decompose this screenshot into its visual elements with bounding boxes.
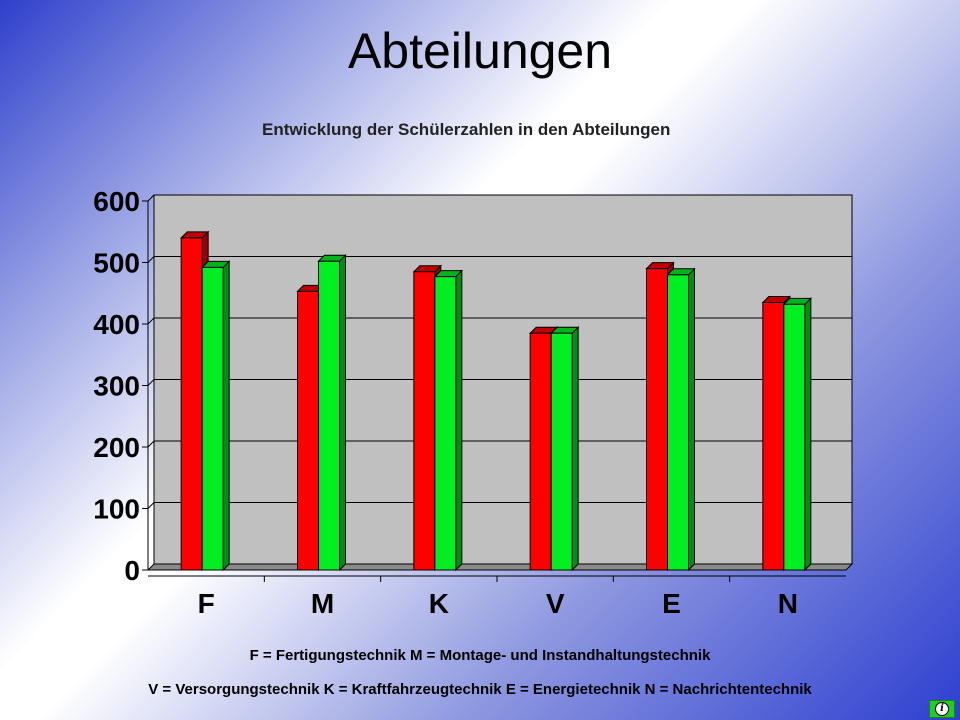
- info-icon: i: [935, 702, 949, 716]
- y-tick-label: 300: [93, 371, 140, 402]
- x-tick-label: V: [546, 588, 565, 619]
- bar-front: [297, 290, 319, 571]
- bar-front: [434, 276, 457, 571]
- gridline-depth: [147, 440, 155, 448]
- chart-title: Entwicklung der Schülerzahlen in den Abt…: [262, 120, 671, 139]
- legend-line-1: F = Fertigungstechnik M = Montage- und I…: [249, 647, 711, 664]
- bar-E-series-2: [666, 267, 696, 572]
- bar-V-series-2: [549, 326, 580, 572]
- bar-M-series-2: [317, 254, 347, 572]
- plot-floor: [146, 563, 854, 571]
- page-title: Abteilungen: [347, 23, 613, 79]
- bar-side: [688, 267, 695, 572]
- bar-front: [646, 268, 668, 571]
- bar-side: [804, 297, 812, 572]
- y-tick-label: 400: [93, 309, 140, 340]
- gridline-depth: [147, 194, 155, 202]
- bar-front: [550, 332, 573, 571]
- bar-K-series-2: [433, 269, 464, 572]
- gridline-depth: [147, 317, 155, 325]
- bar-side: [455, 269, 463, 572]
- y-tick-label: 600: [93, 186, 140, 217]
- bar-front: [783, 303, 806, 571]
- bar-side: [222, 260, 230, 572]
- gridline-depth: [147, 256, 155, 263]
- bar-front: [318, 260, 340, 571]
- y-tick-label: 0: [124, 555, 140, 586]
- bar-F-series-2: [200, 260, 231, 572]
- legend-line-2: V = Versorgungstechnik K = Kraftfahrzeug…: [148, 681, 812, 698]
- bar-front: [529, 332, 552, 571]
- y-tick-label: 200: [93, 432, 140, 463]
- gridline-depth: [147, 379, 155, 386]
- bar-side: [571, 326, 579, 572]
- gridline-depth: [147, 502, 155, 509]
- bar-front: [413, 271, 436, 571]
- bar-front: [180, 237, 203, 571]
- x-tick-label: E: [662, 588, 681, 619]
- y-tick-label: 500: [93, 248, 140, 279]
- x-tick-label: N: [778, 588, 798, 619]
- info-button[interactable]: i: [929, 700, 955, 718]
- bar-front: [762, 301, 785, 571]
- y-tick-label: 100: [93, 494, 140, 525]
- x-tick-label: K: [429, 588, 449, 619]
- x-tick-label: F: [198, 588, 215, 619]
- bar-front: [667, 274, 689, 571]
- bar-N-series-2: [782, 297, 813, 572]
- x-tick-label: M: [311, 588, 334, 619]
- bar-side: [339, 254, 346, 572]
- bar-front: [201, 266, 224, 571]
